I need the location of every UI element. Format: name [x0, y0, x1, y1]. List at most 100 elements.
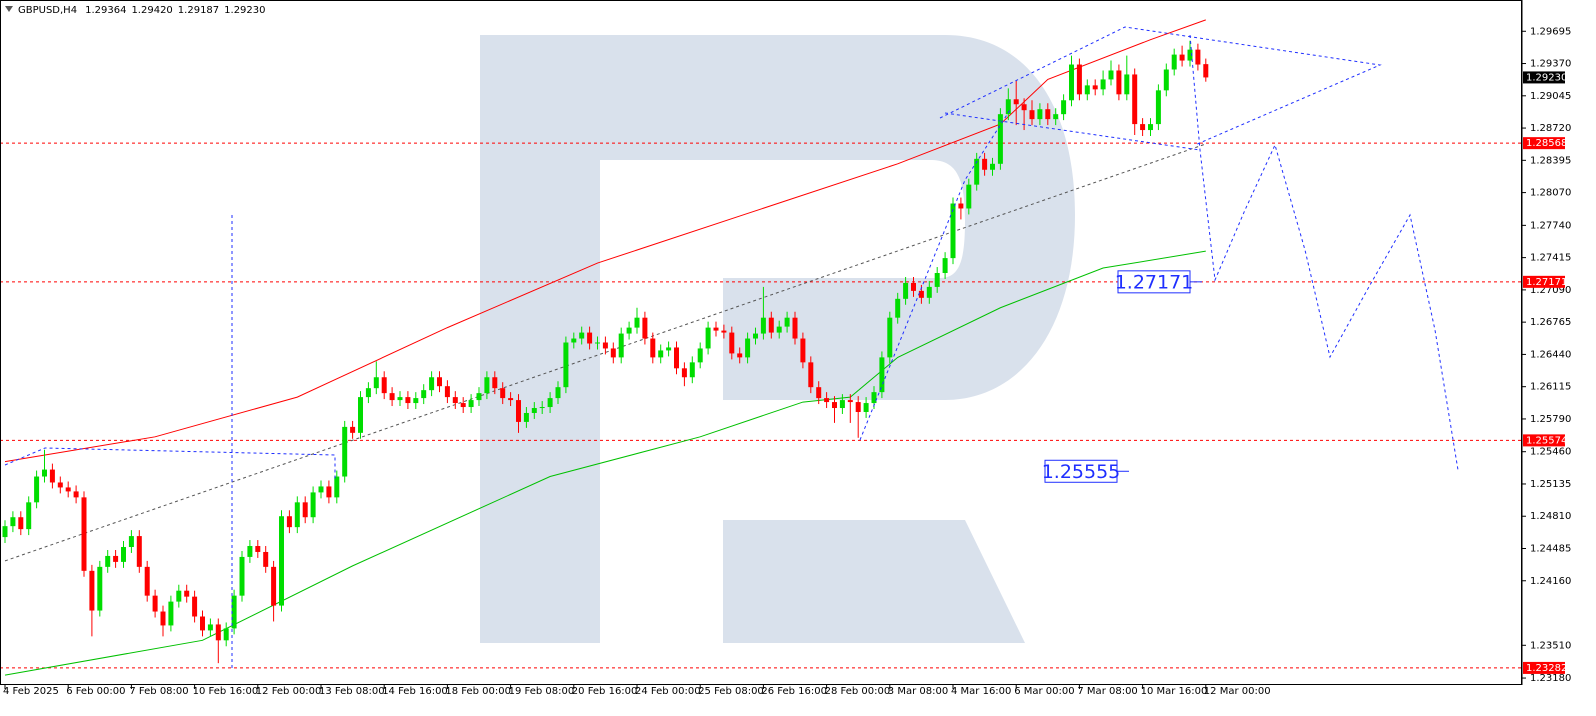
candle-body — [468, 400, 474, 408]
candle-body — [113, 555, 119, 562]
candle-body — [784, 317, 790, 327]
candle-body — [839, 400, 845, 409]
candle-body — [610, 348, 616, 358]
candle-body — [1061, 100, 1067, 115]
y-tick-label: 1.23180 — [1530, 673, 1571, 684]
candle-body — [421, 390, 427, 399]
candle-body — [358, 397, 363, 433]
candle-body — [89, 570, 95, 611]
symbol: GBPUSD,H4 — [18, 5, 77, 16]
candle-body — [903, 282, 909, 299]
chart-header: GBPUSD,H4 1.29364 1.29420 1.29187 1.29230 — [18, 5, 266, 16]
x-tick-label: 24 Feb 00:00 — [635, 686, 701, 697]
candle-body — [1195, 49, 1201, 65]
candle-body — [1029, 110, 1035, 120]
candle-body — [413, 398, 419, 404]
candle-body — [1108, 70, 1114, 80]
header-icon — [5, 6, 13, 12]
candle-body — [350, 426, 356, 433]
candle-body — [389, 393, 395, 401]
candle-body — [279, 516, 284, 606]
y-tick-label: 1.28395 — [1530, 155, 1571, 166]
candle-body — [239, 556, 245, 596]
candle-body — [760, 317, 766, 334]
x-tick-label: 12 Feb 00:00 — [256, 686, 322, 697]
x-tick-label: 4 Mar 16:00 — [951, 686, 1011, 697]
header-high: 1.29420 — [131, 5, 172, 16]
candle-body — [745, 338, 751, 358]
candle-body — [1179, 54, 1185, 61]
x-tick-label: 4 Feb 2025 — [3, 686, 59, 697]
candle-body — [1155, 90, 1161, 125]
candle-body — [871, 392, 877, 404]
candle-body — [1163, 69, 1169, 91]
candle-body — [958, 203, 964, 209]
axes: 1.29695 1.29370 1.29045 1.28720 1.28395 1.280… — [3, 0, 1571, 697]
candle-body — [207, 624, 213, 631]
candle-body — [365, 388, 371, 398]
candle-body — [263, 551, 269, 567]
candle-body — [934, 273, 940, 287]
candle-body — [1092, 85, 1098, 90]
candles — [2, 40, 1209, 664]
candle-body — [334, 476, 340, 498]
x-tick-label: 13 Feb 08:00 — [319, 686, 385, 697]
x-tick-label: 6 Feb 00:00 — [66, 686, 125, 697]
candle-body — [792, 317, 798, 339]
candle-body — [286, 516, 292, 528]
candle-body — [1187, 49, 1193, 61]
candle-body — [895, 298, 901, 318]
candle-body — [879, 357, 885, 393]
annotation-label: 1.27171 — [1115, 271, 1194, 293]
level-label-box — [1523, 275, 1565, 288]
candle-body — [990, 163, 995, 170]
candle-body — [713, 327, 719, 331]
level-label: 1.27171 — [1526, 277, 1567, 288]
candle-body — [531, 408, 537, 413]
candle-body — [10, 517, 16, 527]
candle-body — [602, 342, 608, 349]
x-tick-label: 6 Mar 00:00 — [1014, 686, 1074, 697]
candle-body — [128, 536, 134, 548]
candle-body — [539, 407, 545, 409]
header-close: 1.29230 — [224, 5, 265, 16]
candle-body — [555, 387, 561, 399]
candle-body — [484, 377, 490, 394]
candle-body — [81, 497, 87, 571]
candle-body — [373, 377, 379, 389]
y-tick-label: 1.29045 — [1530, 91, 1571, 102]
candle-body — [1053, 114, 1059, 120]
y-tick-label: 1.26115 — [1530, 382, 1571, 393]
candle-body — [863, 403, 869, 412]
candle-body — [65, 487, 71, 492]
level-label: 1.23282 — [1526, 663, 1567, 674]
candle-body — [405, 397, 411, 404]
y-tick-label: 1.26765 — [1530, 317, 1571, 328]
watermark — [480, 35, 1075, 643]
candle-body — [1116, 70, 1122, 95]
x-tick-label: 7 Feb 08:00 — [129, 686, 188, 697]
y-tick-label: 1.26440 — [1530, 349, 1571, 360]
y-tick-label: 1.23510 — [1530, 640, 1571, 651]
candle-body — [658, 350, 664, 358]
candle-body — [223, 628, 229, 641]
candle-body — [57, 482, 63, 488]
level-label: 1.28568 — [1526, 138, 1567, 149]
x-tick-label: 20 Feb 16:00 — [572, 686, 638, 697]
candle-body — [97, 566, 103, 611]
candle-body — [500, 388, 506, 399]
candle-body — [650, 338, 656, 358]
candle-body — [808, 362, 814, 388]
candle-body — [634, 317, 640, 328]
candle-body — [776, 326, 782, 333]
level-label: 1.25574 — [1526, 435, 1567, 446]
candle-body — [1140, 124, 1146, 131]
candle-body — [1124, 74, 1130, 95]
candle-body — [618, 333, 624, 358]
candle-body — [1171, 54, 1177, 70]
candle-body — [911, 282, 916, 291]
y-tick-label: 1.24810 — [1530, 511, 1571, 522]
x-tick-label: 7 Mar 08:00 — [1077, 686, 1137, 697]
x-tick-label: 10 Feb 16:00 — [193, 686, 259, 697]
